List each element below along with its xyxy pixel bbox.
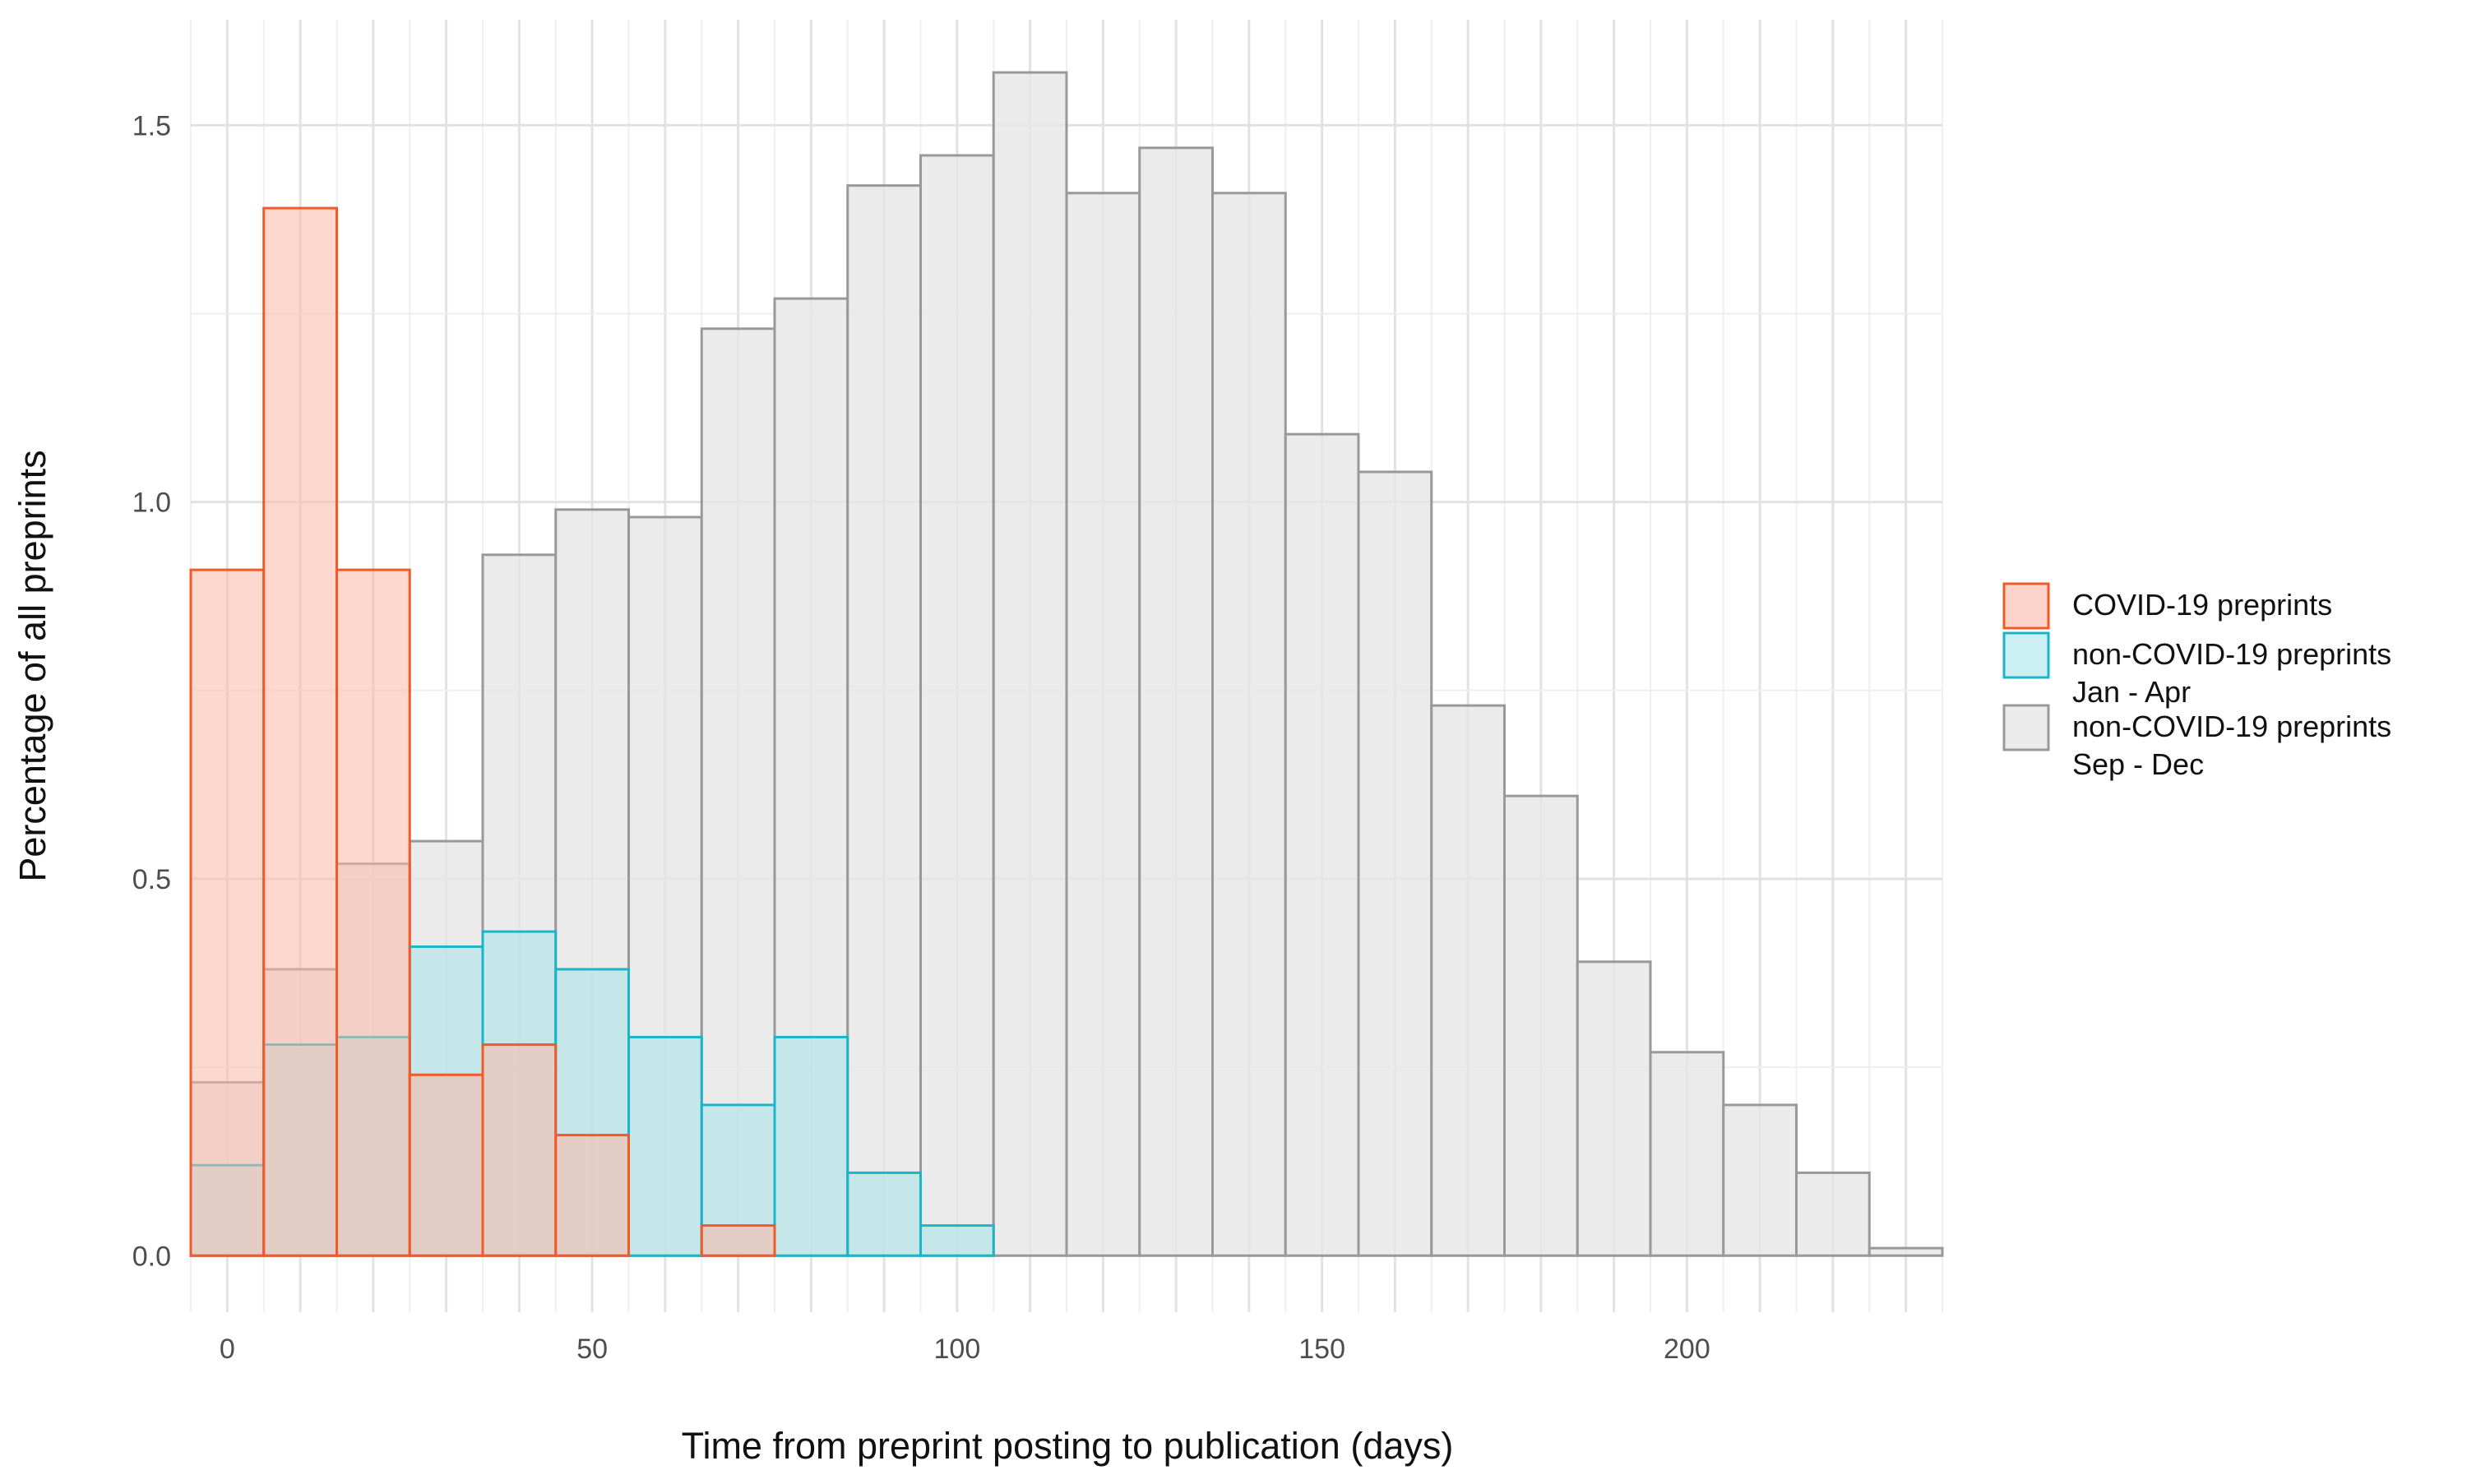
- legend: COVID-19 preprints non-COVID-19 preprints…: [2002, 582, 2391, 781]
- histogram-bar: [1795, 1171, 1871, 1257]
- legend-label: Sep - Dec: [2072, 747, 2204, 781]
- legend-label: non-COVID-19 preprints: [2072, 710, 2391, 743]
- x-tick-label: 200: [1664, 1334, 1710, 1365]
- histogram-bar: [700, 1224, 776, 1257]
- x-axis-title: Time from preprint posting to publicatio…: [682, 1425, 1454, 1467]
- histogram-bar: [1503, 794, 1579, 1257]
- histogram-bar: [846, 1171, 922, 1257]
- histogram-bar: [481, 1043, 558, 1257]
- series-group: [189, 71, 1944, 1257]
- legend-key: [2002, 582, 2050, 630]
- axis-layer: Time from preprint posting to publicatio…: [12, 110, 1710, 1467]
- legend-key: [2002, 704, 2050, 751]
- histogram-bar: [189, 568, 266, 1257]
- histogram-bar: [992, 71, 1068, 1257]
- histogram-bar: [700, 327, 776, 1257]
- y-tick-label: 0.5: [132, 864, 171, 895]
- histogram-bar: [919, 1224, 995, 1257]
- histogram-bar: [1065, 192, 1141, 1257]
- histogram-bar: [1138, 146, 1214, 1257]
- histogram-bar: [627, 1035, 703, 1257]
- legend-item: COVID-19 preprints: [2002, 582, 2332, 630]
- y-axis-title: Percentage of all preprints: [12, 450, 53, 881]
- legend-item: non-COVID-19 preprints Jan - Apr: [2002, 631, 2391, 709]
- histogram-bar: [919, 154, 995, 1257]
- legend-item: non-COVID-19 preprints Sep - Dec: [2002, 704, 2391, 781]
- legend-key: [2002, 631, 2050, 679]
- histogram-bar: [1357, 470, 1433, 1257]
- histogram-bar: [1211, 192, 1287, 1257]
- histogram-bar: [1868, 1246, 1944, 1257]
- histogram-bar: [336, 568, 411, 1257]
- bars-layer: [189, 71, 1944, 1257]
- histogram-bar: [262, 206, 338, 1257]
- legend-label: non-COVID-19 preprints: [2072, 637, 2391, 671]
- series-group: [189, 206, 776, 1257]
- legend-label: COVID-19 preprints: [2072, 588, 2332, 622]
- histogram-bar: [1284, 432, 1360, 1257]
- x-tick-label: 50: [576, 1334, 608, 1365]
- y-tick-label: 1.0: [132, 488, 171, 519]
- histogram-bar: [846, 184, 922, 1257]
- histogram-bar: [408, 1073, 484, 1257]
- legend-label: Jan - Apr: [2072, 675, 2191, 709]
- x-tick-label: 0: [220, 1334, 235, 1365]
- x-tick-label: 150: [1298, 1334, 1345, 1365]
- histogram-bar: [554, 1134, 630, 1257]
- histogram-bar: [1430, 704, 1506, 1257]
- histogram-bar: [1649, 1051, 1725, 1257]
- histogram-bar: [1576, 960, 1652, 1257]
- histogram-bar: [1722, 1103, 1798, 1257]
- x-tick-label: 100: [934, 1334, 981, 1365]
- y-tick-label: 0.0: [132, 1241, 171, 1272]
- histogram-bar: [773, 1035, 849, 1257]
- y-tick-label: 1.5: [132, 110, 171, 141]
